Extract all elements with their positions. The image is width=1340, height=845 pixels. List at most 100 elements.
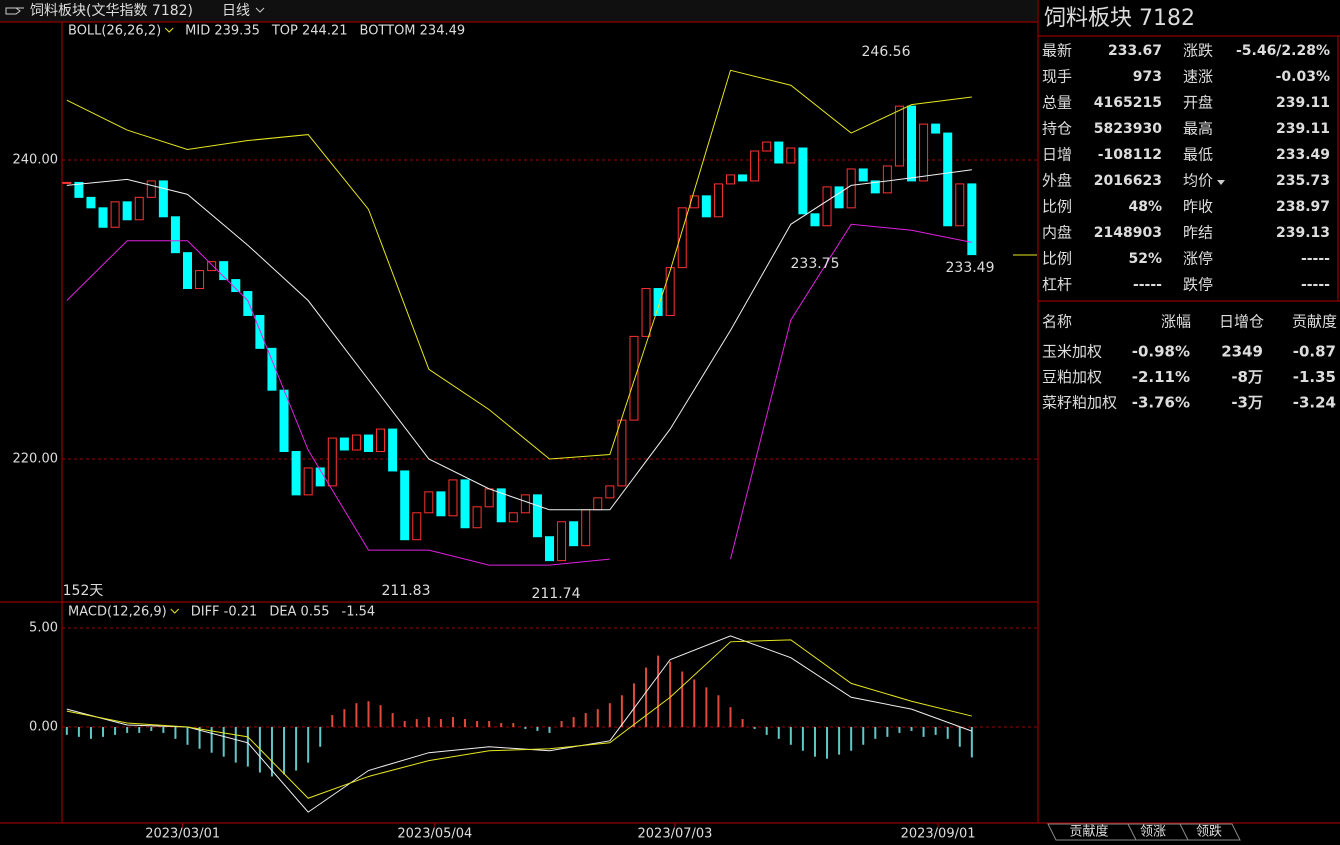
- candle: [653, 288, 663, 316]
- tab[interactable]: 领涨: [1140, 825, 1166, 840]
- candle: [677, 207, 687, 269]
- candle: [303, 467, 313, 496]
- candle: [219, 261, 229, 281]
- quote-value: 235.73: [1276, 173, 1330, 189]
- legend-item: BOTTOM 234.49: [360, 24, 466, 39]
- quote-value: -----: [1301, 251, 1330, 267]
- y-tick-label: 240.00: [13, 152, 59, 167]
- tab[interactable]: 领跌: [1196, 824, 1222, 840]
- legend-item: BOLL(26,26,2): [68, 24, 161, 39]
- annotation: 211.74: [532, 586, 581, 602]
- annotation: 211.83: [382, 583, 431, 599]
- candle: [182, 252, 192, 290]
- candle: [484, 488, 494, 508]
- period[interactable]: 日线: [222, 3, 250, 19]
- candle: [74, 181, 84, 198]
- icon: [5, 7, 24, 15]
- quote-value: -0.03%: [1276, 69, 1330, 85]
- candle: [110, 201, 120, 228]
- candle: [388, 428, 398, 472]
- quote-value: -----: [1301, 277, 1330, 293]
- candle: [424, 491, 434, 514]
- candle: [726, 174, 736, 185]
- quote-value: -----: [1133, 277, 1162, 293]
- candle: [798, 147, 808, 215]
- quote-label: 总量: [1042, 94, 1072, 112]
- legend-item: DIFF -0.21: [191, 605, 258, 620]
- quote-label: 均价: [1183, 172, 1213, 190]
- candle: [907, 105, 917, 182]
- component-cell: 玉米加权: [1042, 343, 1102, 361]
- candle: [955, 183, 965, 227]
- quote-label: 比例: [1042, 198, 1072, 216]
- quote-label: 杠杆: [1042, 276, 1072, 294]
- candle: [569, 521, 579, 547]
- candle: [870, 180, 880, 194]
- quote-label: 涨停: [1183, 250, 1213, 268]
- candle: [641, 288, 651, 337]
- candle: [846, 168, 856, 209]
- candle: [738, 174, 748, 182]
- candle: [158, 180, 168, 218]
- candle: [605, 485, 615, 499]
- macd-line: [66, 639, 972, 799]
- component-cell: -1.35: [1293, 368, 1336, 386]
- tab[interactable]: 贡献度: [1069, 824, 1108, 840]
- avg-icon: [1217, 180, 1225, 185]
- column-header: 日增仓: [1219, 313, 1264, 331]
- quote-value: 239.13: [1276, 225, 1330, 241]
- top-bar: [0, 0, 1037, 22]
- macd-line: [66, 635, 973, 813]
- candle: [967, 183, 977, 256]
- candle: [762, 141, 772, 152]
- candle: [291, 451, 301, 496]
- quote-label: 昨收: [1183, 198, 1213, 216]
- candle: [243, 291, 253, 316]
- candle: [86, 196, 96, 209]
- x-tick-label: 2023/09/01: [901, 827, 976, 842]
- x-tick-label: 2023/05/04: [397, 827, 472, 842]
- y-tick-label: 220.00: [13, 451, 59, 466]
- candle: [98, 207, 108, 228]
- candle: [774, 141, 784, 164]
- band-line: [66, 223, 972, 566]
- quote-value: 239.11: [1276, 121, 1330, 137]
- y-tick-label: 0.00: [29, 719, 58, 734]
- candle: [834, 186, 844, 209]
- candle: [279, 389, 289, 453]
- candle: [858, 168, 868, 182]
- component-cell: -3万: [1231, 394, 1263, 412]
- quote-label: 速涨: [1183, 68, 1213, 86]
- annotation: 246.56: [862, 44, 911, 60]
- quote-label: 最新: [1042, 42, 1072, 60]
- quote-label: 日增: [1042, 146, 1072, 164]
- legend-item: TOP 244.21: [271, 24, 348, 39]
- column-header: 名称: [1042, 313, 1072, 331]
- quote-label: 内盘: [1042, 224, 1072, 242]
- candle: [122, 201, 132, 221]
- candle: [882, 165, 892, 194]
- legend-item: MACD(12,26,9): [68, 605, 167, 620]
- candle: [351, 434, 361, 451]
- component-cell: -8万: [1231, 368, 1263, 386]
- component-cell: -3.24: [1293, 394, 1336, 412]
- frame: [0, 0, 1340, 824]
- candle: [665, 267, 675, 316]
- candle: [617, 419, 627, 487]
- candle: [810, 213, 820, 227]
- candle: [701, 195, 711, 218]
- candle: [134, 196, 144, 221]
- candle: [520, 494, 530, 514]
- candle: [713, 183, 723, 218]
- x-tick-label: 2023/03/01: [145, 827, 220, 842]
- component-cell: 菜籽粕加权: [1042, 394, 1117, 412]
- candle: [689, 195, 699, 209]
- column-header: 涨幅: [1161, 313, 1191, 331]
- quote-value: 2016623: [1094, 173, 1162, 189]
- quote-label: 最高: [1183, 120, 1213, 138]
- quote-value: 48%: [1128, 199, 1162, 215]
- quote-value: 239.11: [1276, 95, 1330, 111]
- candle: [593, 497, 603, 511]
